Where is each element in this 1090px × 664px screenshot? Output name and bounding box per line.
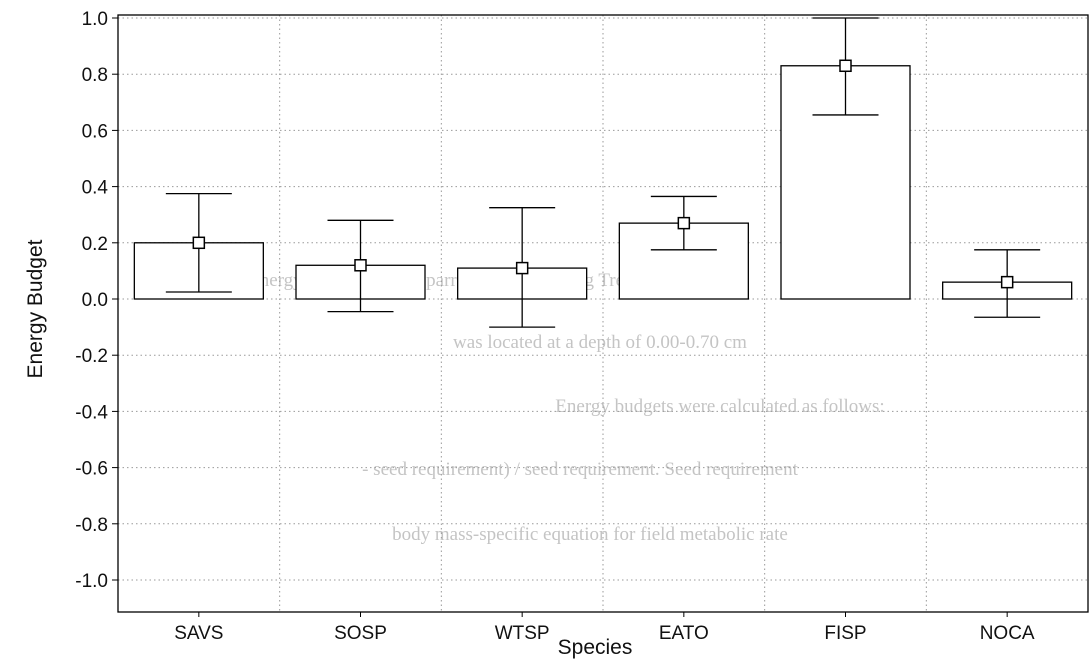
x-tick-labels: SAVS SOSP WTSP EATO FISP NOCA [174, 612, 1035, 644]
mean-marker [515, 261, 529, 275]
x-tick-label: EATO [659, 623, 709, 644]
x-tick-label: WTSP [495, 623, 550, 644]
x-tick-label: SOSP [334, 623, 387, 644]
y-tick-label: 0.8 [82, 65, 108, 86]
x-tick-label: SAVS [174, 623, 223, 644]
y-tick-label: 0.6 [82, 121, 108, 142]
y-tick-label: 0.4 [82, 178, 109, 199]
mean-marker [192, 236, 206, 250]
mean-marker [677, 216, 691, 230]
bleed-line: was located at a depth of 0.00-0.70 cm [453, 332, 747, 353]
x-tick-label: NOCA [980, 623, 1035, 644]
mean-marker [1000, 275, 1014, 289]
mean-marker [354, 259, 367, 272]
grid [118, 15, 1088, 612]
bleed-line: Energy budgets were calculated as follow… [555, 396, 884, 417]
y-tick-label: 0.0 [82, 290, 108, 311]
x-axis-title: Species [558, 636, 633, 659]
y-tick-label: -0.4 [75, 402, 108, 423]
mean-marker [839, 59, 852, 73]
y-axis-title: Energy Budget [24, 239, 47, 378]
plot-frame [117, 14, 1089, 613]
y-tick-label: -0.6 [75, 459, 108, 480]
bleed-line: body mass-specific equation for field me… [392, 524, 788, 545]
y-tick-label: -0.2 [75, 346, 108, 367]
y-tick-label: -1.0 [75, 571, 108, 592]
y-tick-label: 1.0 [82, 9, 108, 30]
y-tick-label: 0.2 [82, 234, 108, 255]
y-tick-label: -0.8 [75, 515, 108, 536]
bleed-through-text: 2 for 24-hour energy budgets of six spar… [145, 270, 884, 545]
x-tick-label: FISP [824, 623, 866, 644]
y-tick-labels: 1.0 0.8 0.6 0.4 0.2 0.0 -0.2 -0.4 -0.6 -0.8 -1.0 [75, 9, 118, 592]
error-bars [165, 17, 1041, 328]
bleed-line: - seed requirement) / seed requirement. … [362, 459, 798, 480]
